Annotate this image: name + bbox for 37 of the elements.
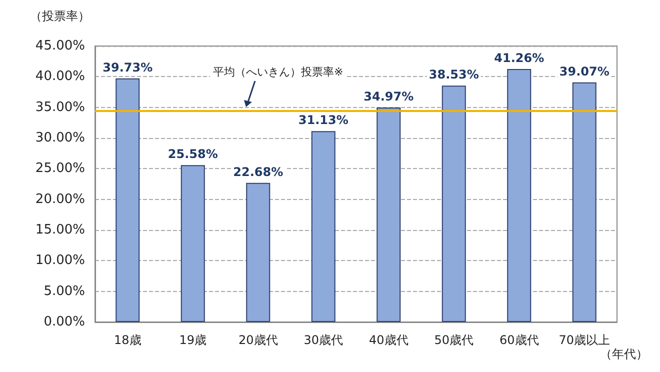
x-tick-label: 50歳代 xyxy=(434,333,474,347)
y-tick-label: 0.00% xyxy=(44,314,85,330)
data-label: 38.53% xyxy=(428,68,479,82)
data-label: 34.97% xyxy=(364,90,414,104)
y-tick-label: 15.00% xyxy=(35,222,85,238)
data-label: 31.13% xyxy=(298,113,348,128)
bar xyxy=(246,182,270,322)
y-tick-label: 20.00% xyxy=(35,192,85,207)
data-label: 25.58% xyxy=(168,147,218,162)
data-label: 39.73% xyxy=(102,60,153,74)
data-label: 39.07% xyxy=(559,64,610,78)
x-tick-label: 70歳以上 xyxy=(558,333,610,347)
x-axis-title: （年代） xyxy=(600,347,648,361)
x-tick-label: 20歳代 xyxy=(238,333,278,347)
bar xyxy=(572,82,596,322)
bar xyxy=(116,78,140,322)
x-tick-label: 60歳代 xyxy=(499,333,539,347)
ref-line-label: 平均（へいきん）投票率※ xyxy=(213,65,344,78)
y-tick-label: 30.00% xyxy=(35,130,85,146)
bar xyxy=(507,68,532,322)
y-tick-label: 10.00% xyxy=(35,253,85,268)
y-tick-label: 45.00% xyxy=(35,38,85,54)
x-tick-label: 19歳 xyxy=(179,333,207,347)
y-tick-label: 40.00% xyxy=(35,69,85,84)
bar xyxy=(180,165,205,322)
data-label: 41.26% xyxy=(494,50,544,65)
bar xyxy=(311,131,336,322)
y-tick-label: 25.00% xyxy=(35,161,85,176)
y-axis-title: （投票率） xyxy=(30,9,90,23)
y-tick-label: 5.00% xyxy=(44,284,85,299)
x-tick-label: 30歳代 xyxy=(304,333,344,347)
bar xyxy=(442,86,466,322)
x-tick-label: 40歳代 xyxy=(368,333,408,347)
x-tick-label: 18歳 xyxy=(114,333,142,347)
data-label: 22.68% xyxy=(233,164,284,179)
y-tick-label: 35.00% xyxy=(35,100,85,115)
bar xyxy=(376,108,401,322)
